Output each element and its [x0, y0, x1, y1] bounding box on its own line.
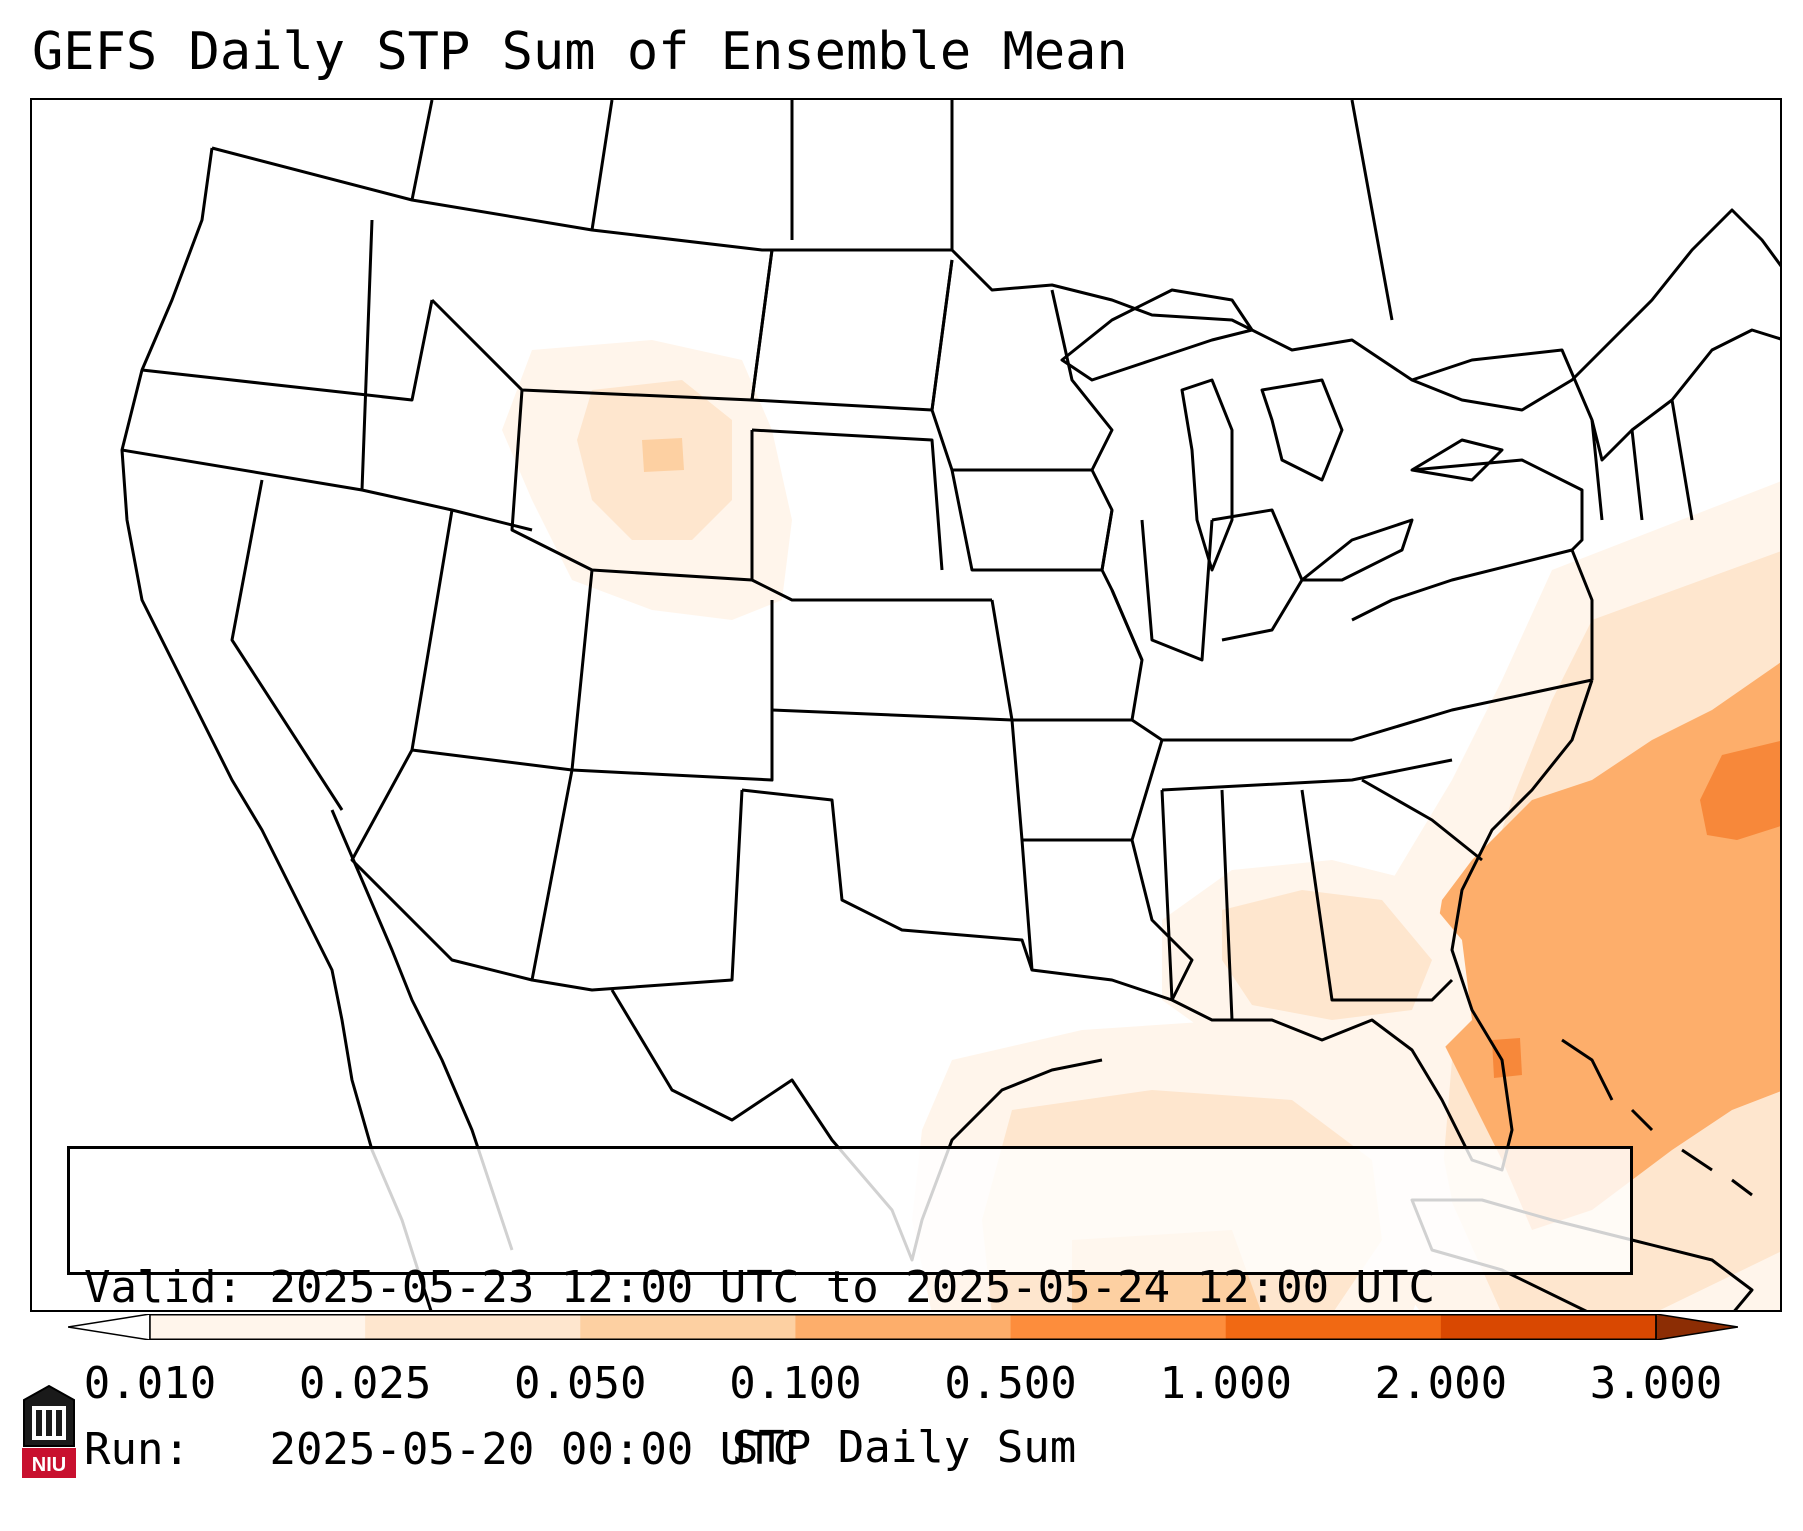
ia-mo-line: [950, 469, 1114, 572]
colorbar-tick-label: 0.100: [729, 1358, 862, 1409]
map-canvas: [120, 100, 1780, 1310]
map-panel: [30, 98, 1782, 1312]
oh-line: [1211, 508, 1304, 642]
colorbar: [67, 1313, 1739, 1341]
ne-ks-line: [751, 578, 992, 602]
valid-row: Valid: 2025-05-23 12:00 UTC to 2025-05-2…: [84, 1261, 1630, 1315]
bahamas: [1561, 1038, 1753, 1197]
or-ca-line: [121, 448, 363, 492]
valid-run-info-box: Valid: 2025-05-23 12:00 UTC to 2025-05-2…: [67, 1146, 1633, 1475]
lake-superior: [1060, 288, 1254, 382]
province-line-1: [410, 100, 434, 201]
pacific-coast: [120, 147, 433, 1310]
colorbar-label: STP Daily Sum: [731, 1422, 1077, 1473]
il-in-line: [1140, 519, 1214, 662]
stp-field-medium-atlantic: [1432, 662, 1780, 1230]
wa-or-line: [141, 299, 434, 402]
lake-erie: [1300, 518, 1414, 582]
az-line: [350, 749, 533, 982]
province-line-5: [1350, 100, 1394, 321]
ut-line: [410, 509, 594, 772]
colorbar-segment: [795, 1314, 1012, 1340]
colorbar-segment: [1010, 1314, 1227, 1340]
lake-michigan: [1180, 378, 1234, 572]
niu-logo: NIU: [20, 1384, 78, 1480]
valid-value: 2025-05-23 12:00 UTC to 2025-05-24 12:00…: [269, 1262, 1436, 1313]
province-line-2: [590, 100, 614, 231]
colorbar-under-arrow: [67, 1313, 151, 1341]
colorbar-segment: [1440, 1314, 1657, 1340]
dakotas-line: [750, 249, 954, 412]
colorbar-tick-label: 3.000: [1589, 1358, 1723, 1409]
colorbar-over-arrow: [1655, 1313, 1739, 1341]
ms-al-line: [1160, 789, 1234, 1021]
lake-huron: [1260, 378, 1344, 482]
canada-border: [211, 146, 1780, 412]
colorbar-tick-label: 0.025: [298, 1358, 432, 1409]
colorbar-tick-label: 1.000: [1159, 1358, 1292, 1409]
colorbar-segment: [580, 1314, 796, 1340]
ny-ne-line: [1411, 328, 1780, 462]
colorbar-outline: [149, 1314, 1657, 1340]
va-md-line: [1351, 548, 1594, 680]
ar-line: [1010, 719, 1164, 842]
colorbar-segment: [365, 1314, 581, 1340]
sc-line: [1361, 778, 1483, 862]
map-title: GEFS Daily STP Sum of Ensemble Mean: [32, 22, 1128, 82]
ga-line: [1300, 789, 1454, 1002]
nm-line: [530, 769, 744, 992]
ky-tn-line: [1131, 678, 1593, 742]
wy-co-line: [510, 389, 754, 582]
political-boundaries: [120, 100, 1780, 1310]
stp-field-max-florida: [1492, 1038, 1522, 1078]
new-england-lines: [1590, 399, 1694, 521]
run-label: Run:: [84, 1424, 190, 1475]
ok-tx-line: [741, 788, 1034, 971]
colorbar-tick-label: 0.500: [944, 1358, 1077, 1409]
nv-line: [230, 479, 344, 811]
sd-ne-line: [751, 428, 944, 571]
stp-field-medium-plains: [642, 438, 684, 472]
colorbar-tick-label: 0.050: [514, 1358, 647, 1409]
ks-ok-line: [771, 708, 1013, 722]
colorbar-tick-label: 2.000: [1374, 1358, 1508, 1409]
valid-label: Valid:: [84, 1262, 243, 1313]
id-line: [360, 219, 533, 532]
colorbar-segment: [150, 1314, 366, 1340]
stp-field-max-atlantic: [1700, 740, 1780, 840]
lake-ontario: [1410, 438, 1504, 482]
logo-text: NIU: [32, 1454, 66, 1476]
mn-line: [930, 259, 1114, 472]
run-value: 2025-05-20 00:00 UTC: [269, 1424, 800, 1475]
wi-il-line: [1090, 469, 1144, 661]
pa-ny-line: [1411, 458, 1584, 552]
colorbar-segment: [1225, 1314, 1442, 1340]
co-nm-line: [571, 600, 774, 782]
colorbar-svg: [67, 1313, 1739, 1341]
colorbar-tick-label: 0.010: [83, 1358, 217, 1409]
tn-line: [1161, 758, 1453, 792]
run-row: Run: 2025-05-20 00:00 UTC: [84, 1423, 1630, 1477]
